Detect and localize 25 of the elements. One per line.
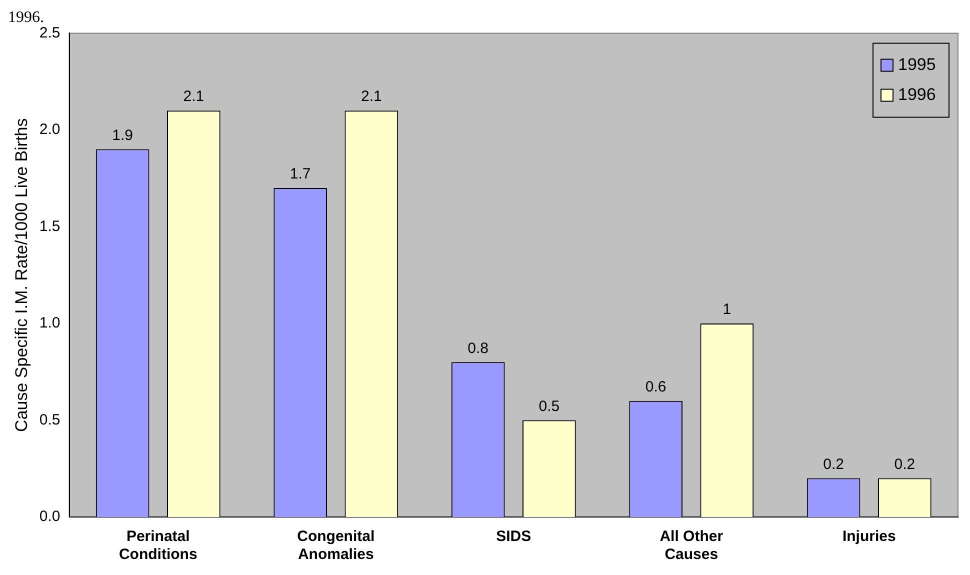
- y-tick-label: 2.5: [39, 24, 60, 42]
- data-label: 0.2: [894, 456, 916, 473]
- data-label: 2.1: [183, 88, 204, 106]
- y-tick-label: 1.0: [39, 314, 60, 332]
- x-tick-label: Congenital Anomalies: [297, 528, 375, 564]
- x-tick-label: Injuries: [842, 528, 896, 546]
- y-tick-label: 0.5: [39, 411, 60, 428]
- y-tick-label: 0.0: [39, 508, 60, 526]
- data-label: 0.8: [468, 340, 489, 357]
- y-axis-title: Cause Specific I.M. Rate/1000 Live Births: [12, 118, 31, 432]
- x-tick-label: Perinatal Conditions: [118, 528, 198, 564]
- y-tick-label: 2.0: [39, 121, 60, 138]
- data-label: 1.9: [112, 126, 134, 144]
- x-tick-label: SIDS: [496, 528, 532, 546]
- data-label: 0.2: [823, 456, 844, 473]
- legend-label: 1995: [898, 54, 936, 74]
- legend-label: 1996: [898, 84, 936, 104]
- data-label: 2.1: [360, 88, 382, 106]
- data-label: 0.6: [645, 378, 666, 396]
- x-tick-label: All Other Causes: [660, 528, 724, 564]
- chart-title: 1996.: [8, 8, 44, 26]
- data-label: 0.5: [538, 398, 560, 415]
- y-tick-label: 1.5: [39, 218, 60, 235]
- data-label: 1: [722, 301, 732, 318]
- data-label: 1.7: [290, 166, 311, 183]
